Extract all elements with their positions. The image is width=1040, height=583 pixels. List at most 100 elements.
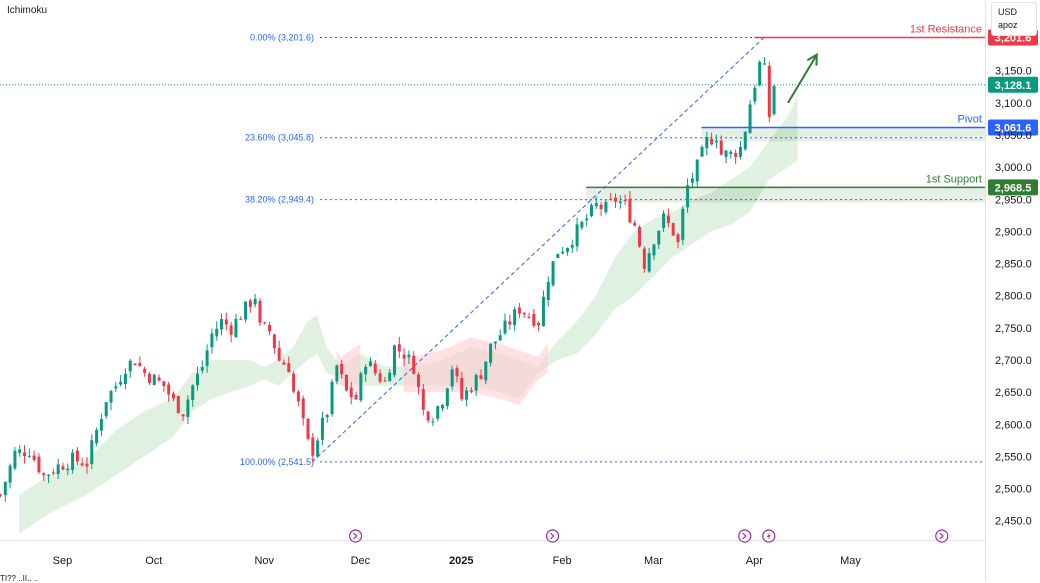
candle-body — [80, 463, 84, 466]
currency-selector[interactable]: USD apoz — [991, 2, 1037, 36]
y-tick-label: 3,050.0 — [995, 130, 1032, 142]
candle-body — [133, 363, 137, 366]
candle-body — [431, 421, 435, 423]
candle-body — [686, 185, 690, 208]
candle-body — [253, 298, 257, 305]
candle-body — [71, 452, 75, 470]
candle — [623, 194, 627, 206]
indicator-label[interactable]: Ichimoku — [7, 5, 48, 16]
candle-body — [508, 321, 512, 325]
candle-body — [647, 253, 651, 272]
candle — [604, 199, 608, 215]
y-tick-label: 2,850.0 — [995, 259, 1032, 271]
candle — [686, 178, 690, 213]
candle — [614, 193, 618, 208]
candle — [580, 220, 584, 231]
dividend-event-icon[interactable] — [738, 529, 752, 543]
candle-body — [762, 63, 766, 65]
candle — [220, 313, 224, 336]
candle-body — [340, 363, 344, 375]
candle — [690, 172, 694, 189]
candle — [590, 203, 593, 218]
candle-body — [719, 140, 723, 155]
candle-body — [143, 368, 147, 373]
candle-body — [738, 147, 742, 157]
candle — [330, 379, 334, 417]
candle — [99, 413, 103, 437]
candle — [23, 445, 27, 464]
candle — [277, 340, 281, 362]
candle-body — [618, 201, 622, 203]
y-tick-label: 3,150.0 — [995, 66, 1032, 78]
x-tick-label: Apr — [746, 555, 763, 567]
candle — [239, 316, 243, 320]
candle-body — [3, 481, 7, 496]
candle-body — [710, 138, 714, 145]
candle — [248, 298, 252, 313]
candle-body — [565, 248, 569, 252]
candles — [0, 57, 776, 502]
candle — [705, 131, 709, 156]
candle-body — [662, 213, 666, 228]
dividend-event-icon[interactable] — [935, 529, 949, 543]
candle — [714, 134, 718, 149]
candle — [349, 381, 353, 405]
candle — [162, 381, 166, 392]
candle-body — [383, 380, 387, 382]
candle-body — [657, 230, 661, 245]
candle — [513, 306, 517, 332]
candle — [575, 217, 579, 252]
candle — [133, 363, 137, 366]
candle — [503, 313, 507, 336]
candle-body — [666, 215, 670, 223]
candle-body — [287, 363, 291, 373]
candle — [753, 85, 757, 105]
candle-body — [614, 197, 618, 202]
candle-body — [292, 373, 296, 392]
candle-body — [402, 354, 406, 359]
candle — [123, 368, 127, 390]
candle — [335, 364, 339, 385]
earnings-event-icon[interactable] — [762, 529, 776, 543]
candle — [638, 225, 642, 248]
candle-body — [753, 87, 757, 102]
candle-body — [436, 406, 440, 419]
candle-body — [532, 313, 536, 326]
dividend-event-icon[interactable] — [545, 529, 560, 543]
projection-arrow-line — [787, 54, 818, 104]
candle-body — [119, 381, 123, 385]
candle — [527, 312, 531, 319]
candle — [42, 472, 46, 481]
chevron-icon — [550, 532, 555, 540]
candle-body — [498, 335, 502, 341]
y-tick-label: 2,750.0 — [995, 323, 1032, 335]
candle-body — [537, 322, 541, 326]
fib-level-label: 0.00% (3,201.6) — [250, 33, 314, 43]
candle-body — [191, 385, 195, 401]
candle-body — [66, 468, 70, 471]
support-zone — [586, 187, 985, 203]
1st-resistance-label: 1st Resistance — [910, 24, 982, 36]
candle — [32, 450, 36, 462]
candle-body — [47, 474, 51, 476]
dividend-event-icon[interactable] — [348, 529, 363, 543]
candle — [397, 336, 401, 359]
candle-body — [469, 390, 473, 392]
candle — [599, 202, 603, 217]
candle-body — [32, 455, 36, 460]
candle — [85, 457, 89, 474]
candle-body — [109, 390, 113, 403]
candle-body — [248, 300, 252, 308]
candle-body — [272, 334, 276, 349]
candle-body — [354, 394, 358, 400]
candle-body — [85, 463, 89, 467]
fib-level-label: 38.20% (2,949.4) — [245, 195, 314, 205]
lightning-glyph — [766, 532, 771, 540]
candle-body — [320, 417, 324, 440]
candle — [633, 219, 637, 227]
candle-body — [157, 377, 161, 381]
candle-body — [493, 341, 497, 344]
candle — [743, 130, 747, 151]
candle-body — [306, 418, 310, 439]
